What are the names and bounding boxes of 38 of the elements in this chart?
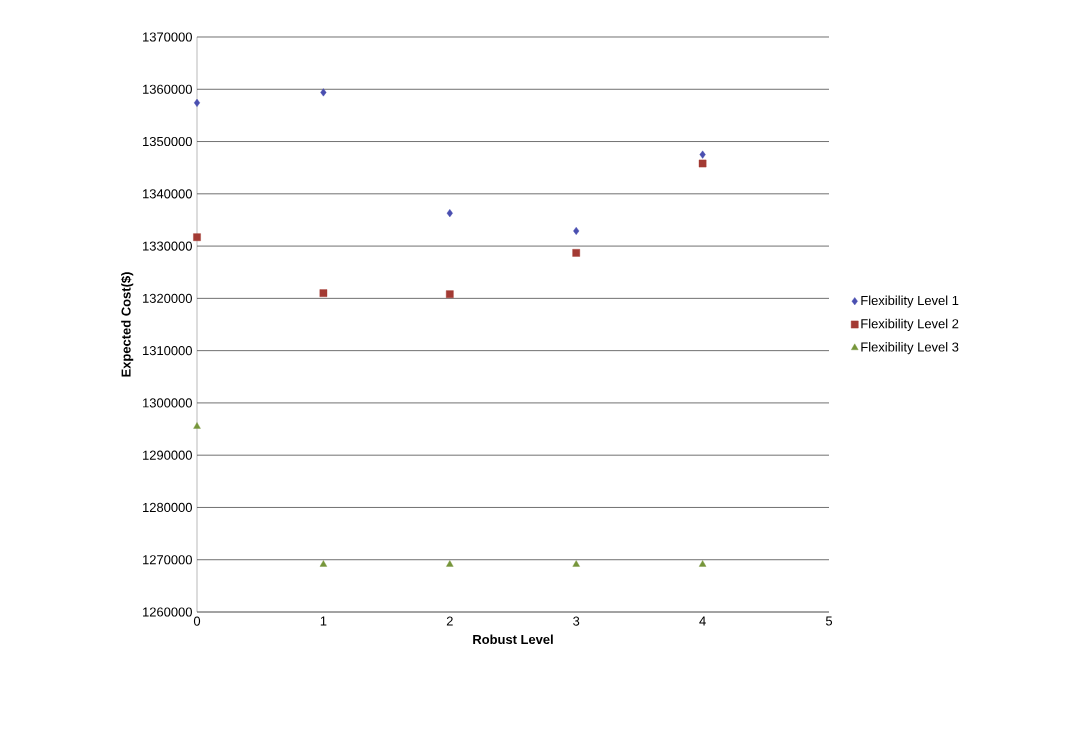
legend-label: Flexibility Level 3 (861, 342, 959, 355)
y-tick-label: 1260000 (143, 607, 192, 617)
point (193, 233, 201, 241)
x-tick-label: 4 (699, 616, 706, 626)
point (573, 226, 580, 235)
point (572, 560, 580, 567)
y-axis-title: Expected Cost($) (120, 272, 134, 377)
x-tick-label: 3 (573, 616, 580, 626)
x-tick-label: 0 (193, 616, 201, 626)
point (319, 560, 328, 567)
x-tick-label: 2 (446, 616, 453, 626)
y-tick-label: 1350000 (143, 136, 192, 147)
point (193, 422, 201, 429)
y-tick-label: 1280000 (143, 502, 192, 513)
point (446, 209, 453, 218)
y-tick-label: 1310000 (143, 346, 192, 356)
point (699, 150, 706, 159)
y-tick-label: 1270000 (143, 555, 192, 565)
legend-label: Flexibility Level 2 (861, 318, 959, 331)
point (446, 560, 454, 567)
y-tick-label: 1330000 (143, 241, 192, 251)
y-tick-label: 1300000 (143, 398, 192, 408)
y-tick-label: 1370000 (143, 32, 192, 42)
x-axis-title: Robust Level (473, 634, 553, 645)
y-tick-label: 1290000 (143, 450, 192, 460)
x-tick-label: 1 (320, 616, 327, 626)
x-tick-label: 5 (825, 616, 833, 626)
point (698, 560, 707, 567)
y-tick-label: 1340000 (143, 189, 192, 199)
point (572, 249, 580, 257)
legend-label: Flexibility Level 1 (861, 295, 959, 308)
y-tick-label: 1360000 (143, 84, 192, 94)
point (193, 98, 201, 107)
point (319, 289, 328, 297)
point (446, 290, 454, 298)
point (698, 159, 707, 168)
y-tick-label: 1320000 (143, 293, 192, 303)
point (320, 88, 327, 97)
